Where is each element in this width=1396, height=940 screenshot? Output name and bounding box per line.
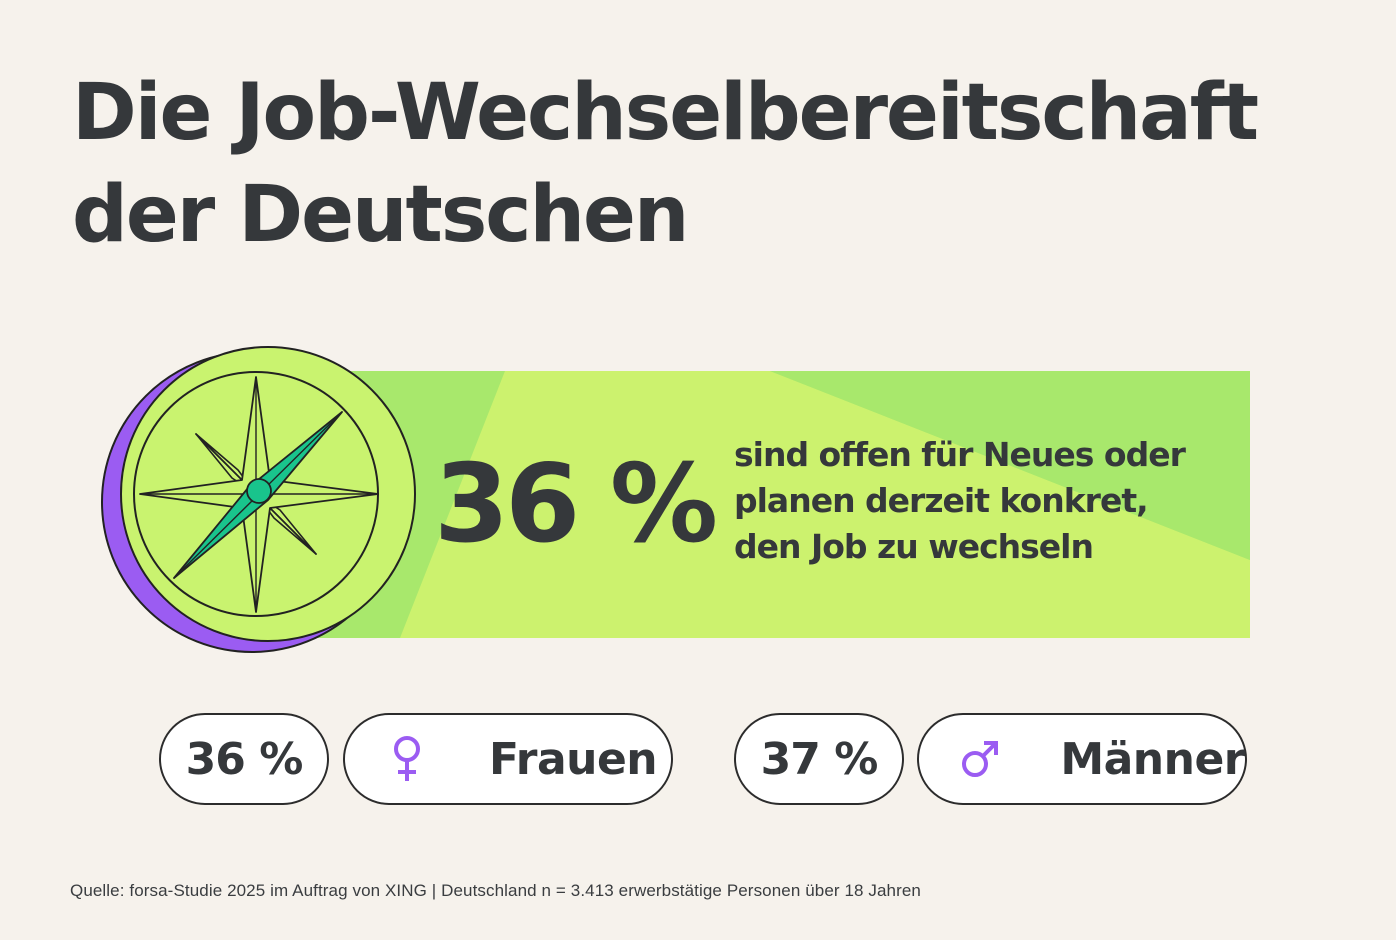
headline-percentage: 36 % [434, 442, 718, 567]
men-percentage: 37 % [760, 733, 879, 785]
women-percentage-pill: 36 % [159, 713, 329, 805]
women-label: Frauen [489, 733, 658, 785]
description-line-2: planen derzeit konkret, [734, 481, 1149, 520]
description-line-1: sind offen für Neues oder [734, 435, 1186, 474]
male-symbol-icon [959, 731, 1000, 787]
page-title: Die Job-Wechselbereitschaft der Deutsche… [72, 62, 1259, 266]
female-symbol-icon [385, 731, 429, 787]
men-label-pill: Männer [917, 713, 1247, 805]
women-percentage: 36 % [185, 733, 304, 785]
title-line-2: der Deutschen [72, 170, 689, 260]
description-line-3: den Job zu wechseln [734, 527, 1094, 566]
men-label: Männer [1060, 733, 1245, 785]
source-note: Quelle: forsa-Studie 2025 im Auftrag von… [70, 881, 921, 900]
banner-background [240, 371, 1250, 638]
title-line-1: Die Job-Wechselbereitschaft [72, 68, 1259, 158]
compass-icon [101, 346, 416, 653]
men-percentage-pill: 37 % [734, 713, 904, 805]
women-label-pill: Frauen [343, 713, 673, 805]
headline-description: sind offen für Neues oder planen derzeit… [734, 432, 1214, 570]
